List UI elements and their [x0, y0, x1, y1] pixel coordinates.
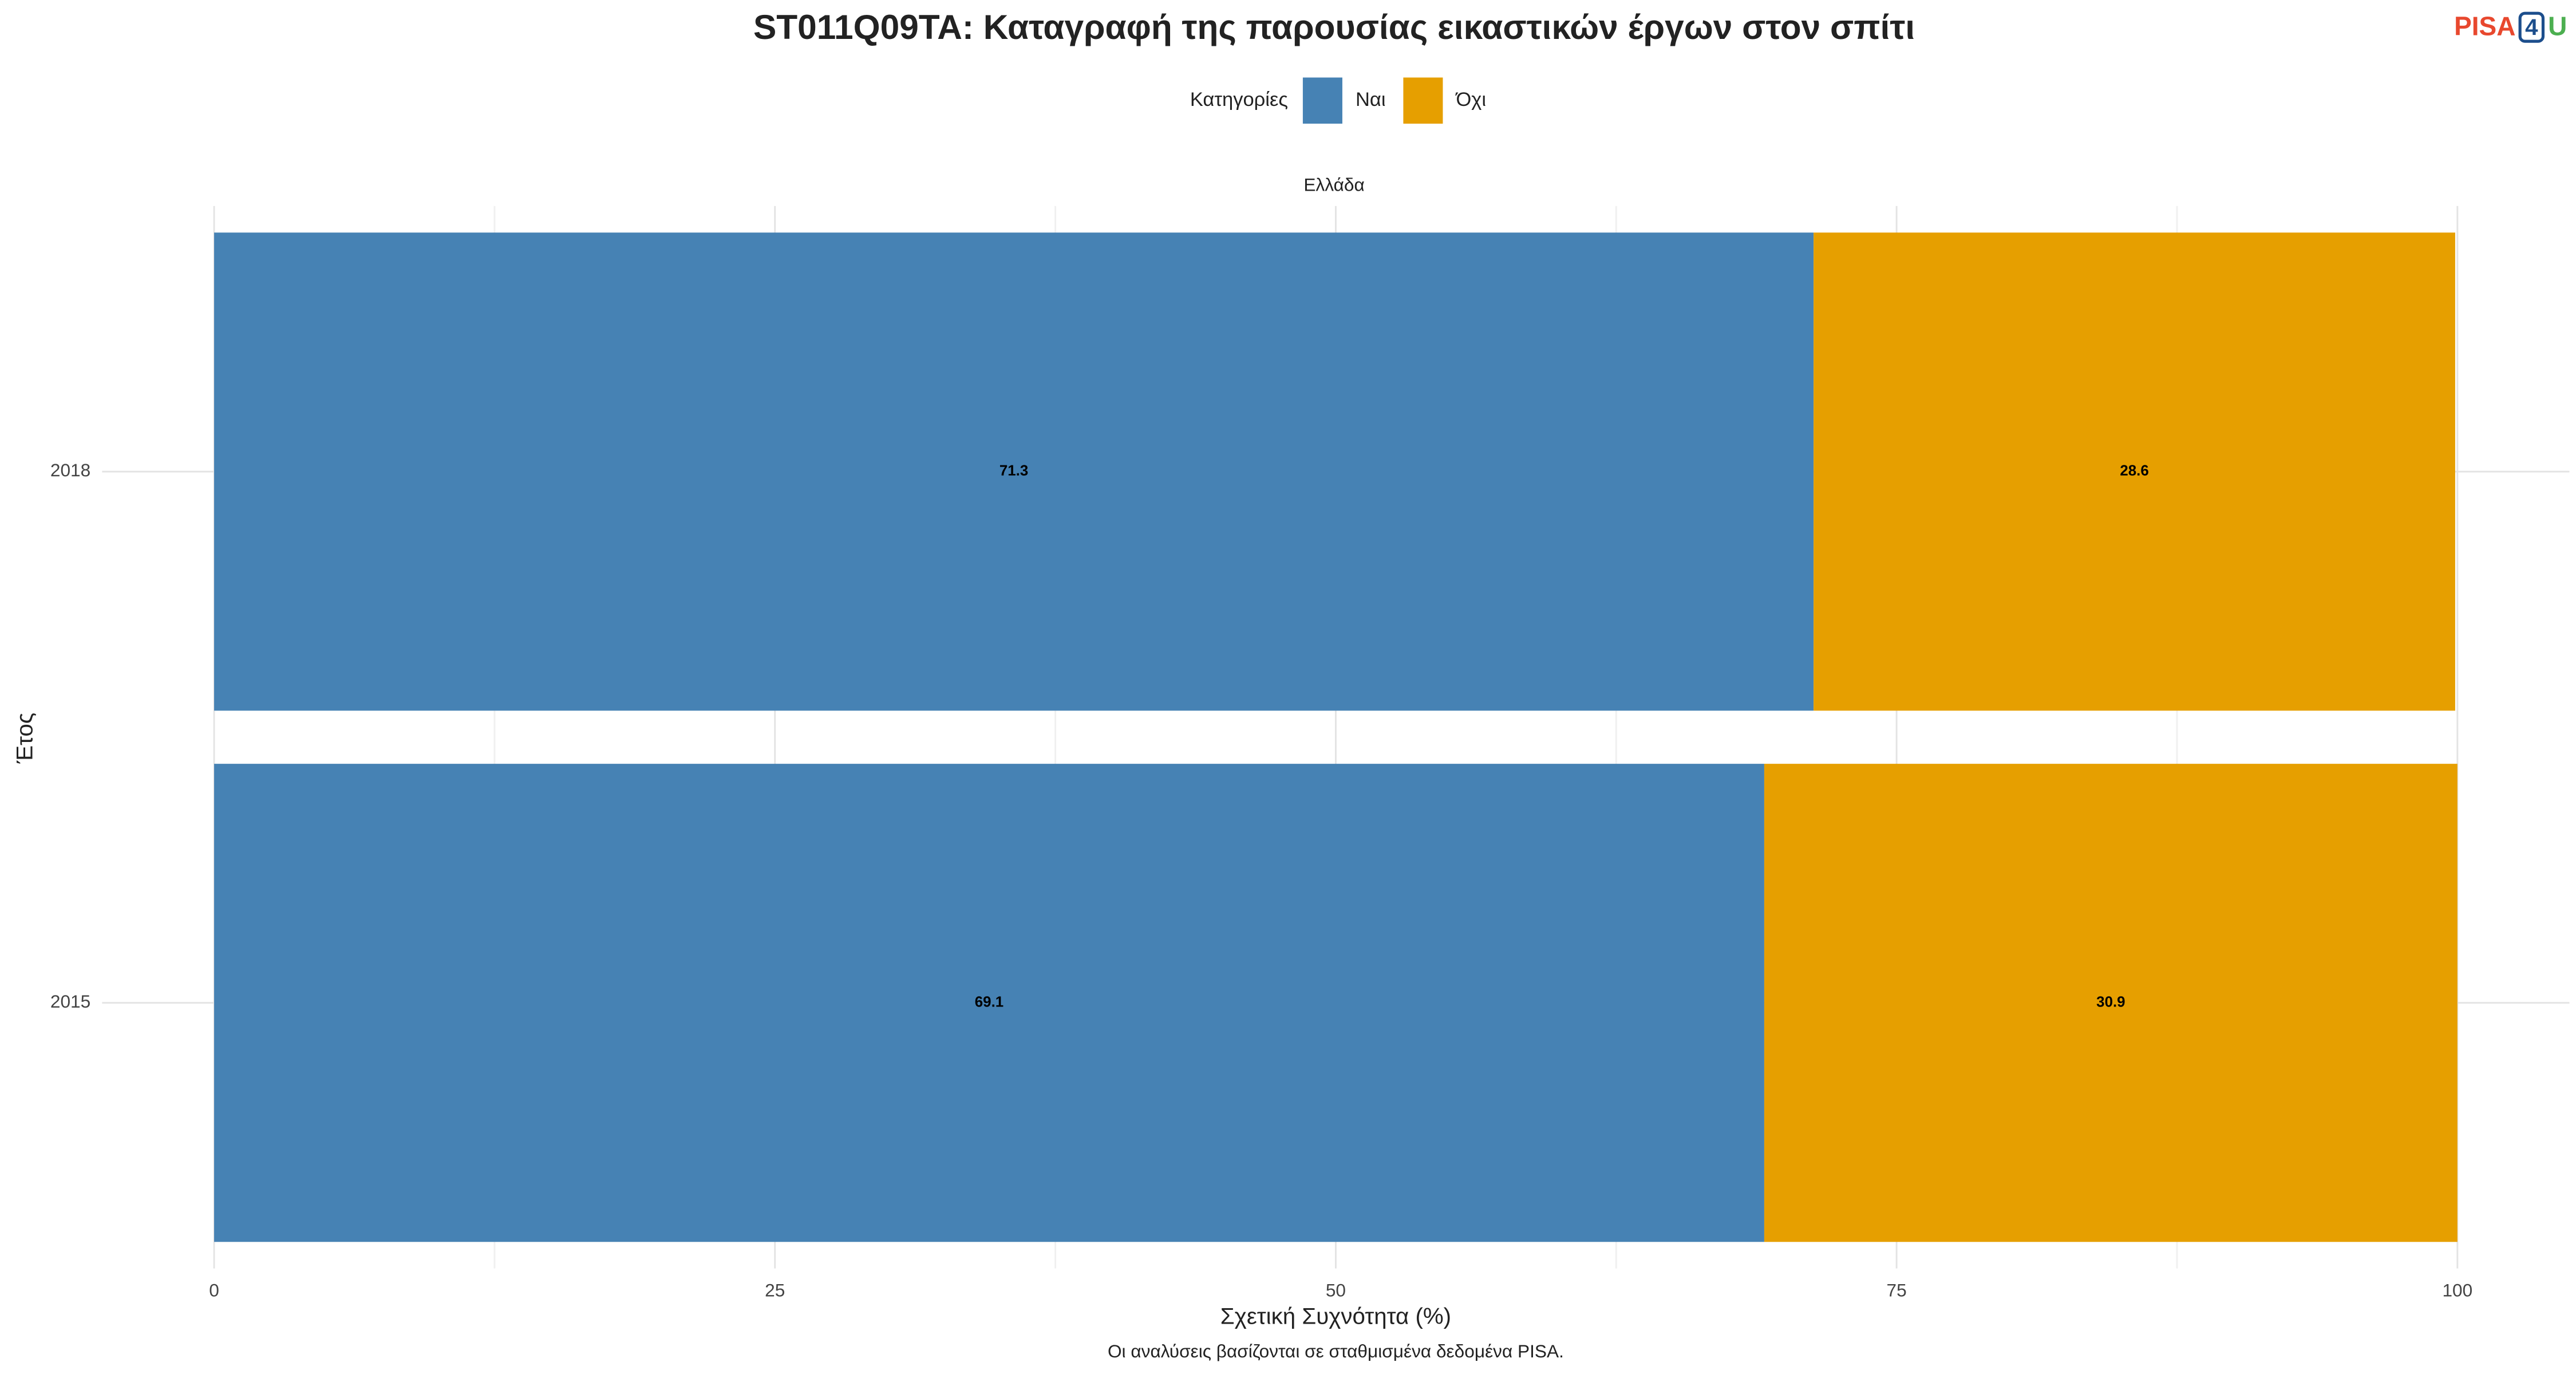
y-axis-label: Έτος: [12, 713, 38, 764]
logo-pisa: PISA: [2454, 11, 2515, 41]
data-label: 71.3: [999, 463, 1028, 479]
legend-label: Ναι: [1356, 89, 1386, 110]
facet-label: Ελλάδα: [1303, 175, 1364, 195]
bar-segment: [214, 764, 1764, 1242]
x-tick-label: 25: [765, 1280, 785, 1300]
logo-four: 4: [2525, 14, 2538, 40]
x-tick-label: 0: [209, 1280, 219, 1300]
bar-segment: [214, 232, 1814, 711]
legend-label: Όχι: [1455, 89, 1486, 110]
legend-title: Κατηγορίες: [1190, 89, 1288, 110]
logo-box: [2518, 11, 2545, 43]
y-tick-label: 2015: [50, 991, 90, 1012]
legend-swatch: [1302, 77, 1342, 124]
y-tick-label: 2018: [50, 460, 90, 480]
bar-segment: [1764, 764, 2458, 1242]
data-label: 69.1: [975, 994, 1003, 1010]
data-label: 28.6: [2120, 463, 2148, 479]
chart-title: ST011Q09TA: Καταγραφή της παρουσίας εικα…: [753, 7, 1915, 46]
legend-swatch: [1403, 77, 1443, 124]
x-tick-label: 50: [1326, 1280, 1346, 1300]
x-tick-label: 75: [1887, 1280, 1907, 1300]
bar-segment: [1814, 232, 2455, 711]
logo-u: U: [2548, 11, 2567, 41]
x-axis-label: Σχετική Συχνότητα (%): [1220, 1304, 1451, 1329]
x-tick-label: 100: [2442, 1280, 2472, 1300]
caption: Οι αναλύσεις βασίζονται σε σταθμισμένα δ…: [1108, 1341, 1564, 1361]
data-label: 30.9: [2096, 994, 2125, 1010]
